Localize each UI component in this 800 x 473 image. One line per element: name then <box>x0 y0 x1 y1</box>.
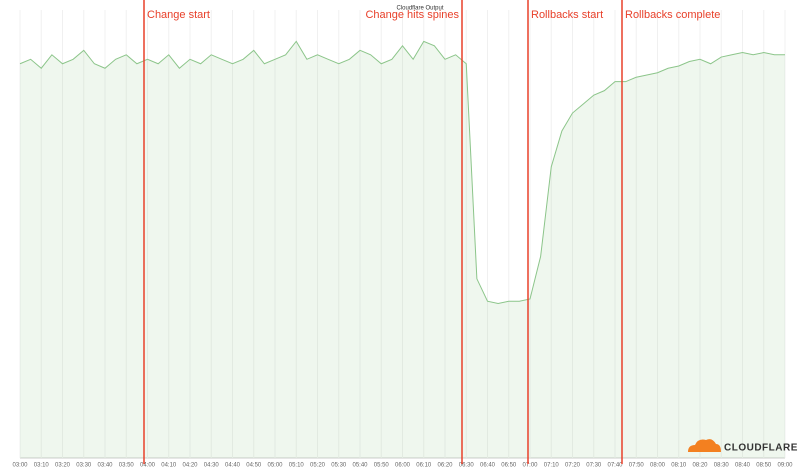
x-tick-label: 06:40 <box>480 463 496 469</box>
x-tick-label: 04:50 <box>246 463 262 469</box>
x-tick-label: 08:00 <box>650 463 666 469</box>
x-tick-label: 08:40 <box>735 463 751 469</box>
x-tick-label: 08:50 <box>756 463 772 469</box>
logo-cloud <box>688 439 721 452</box>
logo: CLOUDFLARE <box>688 439 798 454</box>
x-tick-label: 03:50 <box>119 463 135 469</box>
x-tick-label: 07:10 <box>544 463 560 469</box>
annotation-label: Change hits spines <box>365 9 459 21</box>
chart-title: Cloudflare Output <box>396 6 443 12</box>
x-tick-label: 03:20 <box>55 463 71 469</box>
area <box>20 41 785 459</box>
x-tick-label: 08:10 <box>671 463 687 469</box>
x-tick-label: 04:30 <box>204 463 220 469</box>
x-tick-label: 08:20 <box>692 463 708 469</box>
x-tick-label: 03:30 <box>76 463 92 469</box>
x-tick-label: 05:20 <box>310 463 326 469</box>
line <box>19 40 785 304</box>
x-tick-label: 04:10 <box>161 463 177 469</box>
x-tick-label: 06:30 <box>459 463 475 469</box>
x-tick-label: 07:40 <box>607 463 623 469</box>
x-tick-label: 05:30 <box>331 463 347 469</box>
annotation-label: Rollbacks complete <box>625 9 720 21</box>
annotation-label: Rollbacks start <box>531 9 603 21</box>
x-tick-label: 07:20 <box>565 463 581 469</box>
x-tick-label: 06:20 <box>437 463 453 469</box>
x-tick-label: 06:10 <box>416 463 432 469</box>
x-tick-label: 03:10 <box>34 463 50 469</box>
annotation-label: Change start <box>147 9 210 21</box>
x-tick-label: 05:10 <box>289 463 305 469</box>
x-tick-label: 05:50 <box>374 463 390 469</box>
x-tick-label: 04:00 <box>140 463 156 469</box>
x-tick-label: 06:50 <box>501 463 517 469</box>
x-tick-label: 03:40 <box>97 463 113 469</box>
x-tick-label: 08:30 <box>714 463 730 469</box>
x-tick-label: 07:00 <box>522 463 538 469</box>
x-tick-label: 06:00 <box>395 463 411 469</box>
x-tick-label: 04:40 <box>225 463 241 469</box>
x-tick-label: 03:00 <box>12 463 28 469</box>
x-tick-label: 04:20 <box>182 463 198 469</box>
x-tick-label: 07:50 <box>629 463 645 469</box>
x-tick-label: 05:00 <box>267 463 283 469</box>
x-tick-label: 07:30 <box>586 463 602 469</box>
x-tick-label: 09:00 <box>777 463 793 469</box>
x-tick-label: 05:40 <box>352 463 368 469</box>
logo-text: CLOUDFLARE <box>724 443 798 454</box>
